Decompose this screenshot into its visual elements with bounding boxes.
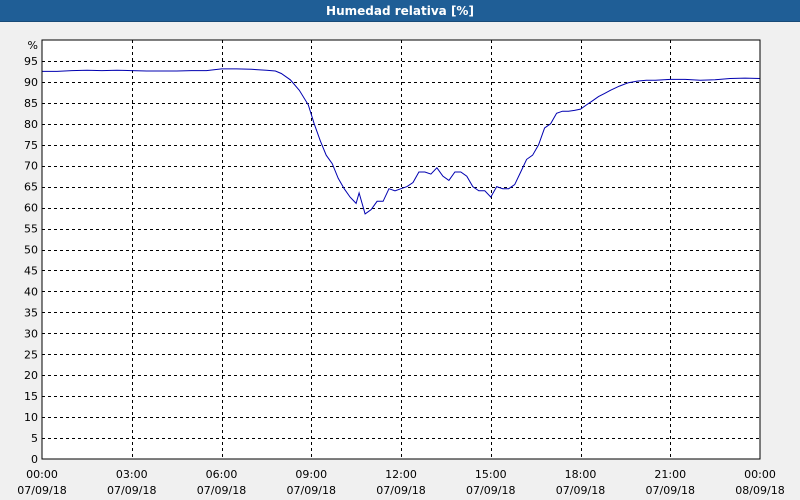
x-tick-time-label: 00:00 — [744, 468, 776, 481]
x-tick-date-label: 08/09/18 — [735, 484, 784, 497]
x-tick-time-label: 15:00 — [475, 468, 507, 481]
y-tick-label: 70 — [24, 160, 38, 173]
chart-title: Humedad relativa [%] — [0, 0, 800, 22]
series-layer — [42, 68, 761, 215]
x-axis-ticks: 00:00 07/09/18 03:00 07/09/18 06:00 07/09/18 0… — [17, 468, 784, 497]
x-tick-date-label: 07/09/18 — [287, 484, 336, 497]
series-line-humidity — [42, 68, 761, 215]
plot-border — [41, 39, 761, 460]
x-tick-date-label: 07/09/18 — [376, 484, 425, 497]
y-tick-label: 5 — [31, 432, 38, 445]
x-tick-time-label: 03:00 — [116, 468, 148, 481]
y-tick-label: 35 — [24, 306, 38, 319]
y-tick-label: 20 — [24, 369, 38, 382]
x-tick-date-label: 07/09/18 — [646, 484, 695, 497]
y-tick-label: 0 — [31, 453, 38, 466]
y-tick-label: 45 — [24, 264, 38, 277]
y-tick-label: 15 — [24, 390, 38, 403]
y-tick-label: 50 — [24, 244, 38, 257]
x-tick-time-label: 21:00 — [654, 468, 686, 481]
y-axis-ticks: 0 5 10 15 20 25 30 35 40 45 50 55 60 65 70 75 80 85 90 95 — [24, 55, 38, 466]
y-tick-label: 60 — [24, 202, 38, 215]
y-tick-label: 65 — [24, 181, 38, 194]
x-tick-date-label: 07/09/18 — [197, 484, 246, 497]
y-tick-label: 90 — [24, 76, 38, 89]
x-tick-date-label: 07/09/18 — [107, 484, 156, 497]
x-tick-time-label: 18:00 — [565, 468, 597, 481]
y-tick-label: 10 — [24, 411, 38, 424]
y-tick-label: 55 — [24, 223, 38, 236]
y-tick-label: 80 — [24, 118, 38, 131]
grid — [42, 40, 760, 459]
x-tick-date-label: 07/09/18 — [556, 484, 605, 497]
y-tick-label: 40 — [24, 285, 38, 298]
y-tick-label: 30 — [24, 327, 38, 340]
x-tick-time-label: 00:00 — [26, 468, 58, 481]
y-tick-label: 95 — [24, 55, 38, 68]
y-tick-label: 25 — [24, 348, 38, 361]
x-tick-time-label: 09:00 — [295, 468, 327, 481]
x-tick-date-label: 07/09/18 — [466, 484, 515, 497]
y-tick-label: 85 — [24, 97, 38, 110]
x-tick-time-label: 12:00 — [385, 468, 417, 481]
y-axis-label: % — [28, 39, 38, 52]
y-tick-label: 75 — [24, 139, 38, 152]
x-tick-date-label: 07/09/18 — [17, 484, 66, 497]
x-tick-time-label: 06:00 — [206, 468, 238, 481]
